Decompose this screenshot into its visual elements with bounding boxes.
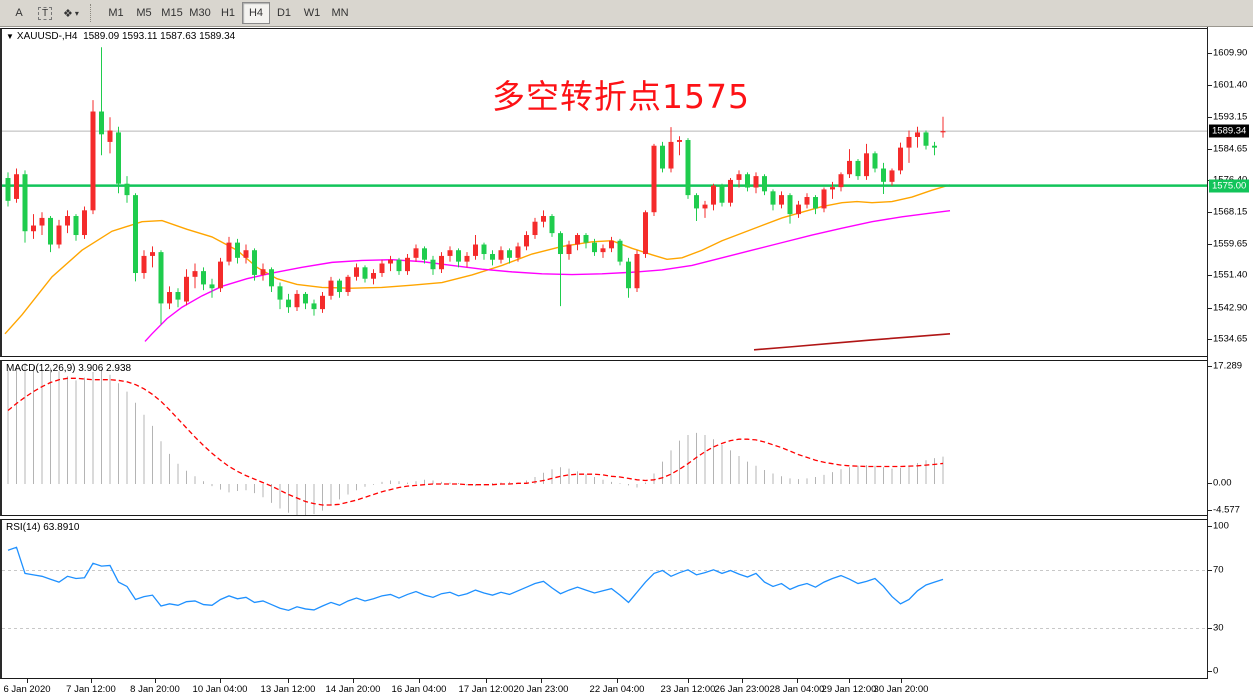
time-axis-label: 7 Jan 12:00: [66, 684, 116, 695]
price-axis-label: 1593.15: [1213, 111, 1248, 123]
price-chart-panel[interactable]: ▼ XAUUSD-,H4 1589.09 1593.11 1587.63 1589…: [0, 28, 1207, 357]
time-axis-label: 26 Jan 23:00: [714, 684, 770, 695]
time-axis[interactable]: 6 Jan 2020 7 Jan 12:00 8 Jan 20:00 10 Jan 0…: [0, 679, 1253, 700]
axis-tick: [1208, 211, 1212, 213]
price-axis-label: 1609.90: [1213, 47, 1248, 59]
time-tick: [486, 679, 487, 683]
timeframe-button-group: M1 M5 M15 M30 H1 H4 D1 W1 MN: [102, 2, 354, 24]
rsi-axis-label: 70: [1213, 564, 1224, 575]
time-tick: [27, 679, 28, 683]
price-axis-label: 1568.15: [1213, 206, 1248, 218]
annotate-a-button[interactable]: A: [15, 7, 23, 19]
time-tick: [353, 679, 354, 683]
time-axis-label: 30 Jan 20:00: [873, 684, 929, 695]
timeframe-button-mn[interactable]: MN: [331, 7, 349, 19]
timeframe-button-h1[interactable]: H1: [220, 7, 236, 19]
timeframe-button-m15[interactable]: M15: [161, 7, 183, 19]
time-tick: [91, 679, 92, 683]
arrows-dropdown-button[interactable]: ❖ ▾: [59, 2, 83, 24]
ohlc-values: 1589.09 1593.11 1587.63 1589.34: [83, 31, 236, 42]
price-axis[interactable]: 1609.901601.401593.151584.651576.401568.…: [1207, 27, 1253, 679]
time-tick: [797, 679, 798, 683]
time-axis-label: 16 Jan 04:00: [391, 684, 447, 695]
text-tool-button[interactable]: T: [33, 2, 57, 24]
timeframe-button-h4[interactable]: H4: [242, 2, 270, 24]
axis-tick: [1208, 338, 1212, 340]
rsi-panel[interactable]: RSI(14) 63.8910: [0, 519, 1207, 679]
macd-label: MACD(12,26,9) 3.906 2.938: [6, 363, 132, 374]
axis-tick: [1208, 671, 1212, 672]
time-tick: [617, 679, 618, 683]
time-axis-label: 22 Jan 04:00: [589, 684, 645, 695]
time-axis-label: 17 Jan 12:00: [458, 684, 514, 695]
axis-tick: [1208, 366, 1212, 367]
rsi-chart[interactable]: [2, 520, 1207, 678]
rsi-axis-label: 100: [1213, 520, 1229, 532]
chevron-down-icon: ▾: [74, 8, 79, 18]
price-axis-label: 1584.65: [1213, 143, 1248, 155]
price-axis-label: 1559.65: [1213, 238, 1248, 250]
time-axis-label: 29 Jan 12:00: [821, 684, 877, 695]
chart-title-caret-icon[interactable]: ▼: [6, 32, 14, 41]
axis-tick: [1208, 275, 1212, 277]
axis-tick: [1208, 53, 1212, 54]
time-axis-label: 20 Jan 23:00: [513, 684, 569, 695]
macd-chart[interactable]: [2, 361, 1207, 515]
level-price-badge: 1575.00: [1209, 179, 1250, 193]
axis-tick: [1208, 243, 1212, 245]
time-tick: [155, 679, 156, 683]
macd-axis-label: 17.289: [1213, 360, 1243, 372]
toolbar: A T ❖ ▾ M1 M5 M15 M30 H1 H4 D1 W1 MN: [0, 0, 1253, 27]
rsi-label: RSI(14) 63.8910: [6, 522, 80, 533]
axis-tick: [1208, 483, 1212, 484]
rsi-axis-label: 0: [1213, 665, 1219, 677]
arrows-icon: ❖: [63, 7, 73, 20]
timeframe-button-w1[interactable]: W1: [303, 7, 321, 19]
macd-axis-label: -4.577: [1213, 504, 1240, 516]
price-axis-label: 1542.90: [1213, 302, 1248, 314]
time-axis-label: 14 Jan 20:00: [325, 684, 381, 695]
time-tick: [901, 679, 902, 683]
time-axis-label: 13 Jan 12:00: [260, 684, 316, 695]
time-tick: [688, 679, 689, 683]
axis-tick: [1208, 569, 1212, 571]
price-axis-label: 1551.40: [1213, 269, 1248, 281]
timeframe-button-m5[interactable]: M5: [136, 7, 152, 19]
timeframe-button-d1[interactable]: D1: [276, 7, 292, 19]
timeframe-button-m30[interactable]: M30: [189, 7, 211, 19]
timeframe-button-m1[interactable]: M1: [108, 7, 124, 19]
time-axis-label: 10 Jan 04:00: [192, 684, 248, 695]
time-tick: [288, 679, 289, 683]
time-tick: [541, 679, 542, 683]
axis-tick: [1208, 148, 1212, 150]
time-axis-label: 28 Jan 04:00: [769, 684, 825, 695]
chart-title: ▼ XAUUSD-,H4 1589.09 1593.11 1587.63 1589…: [6, 31, 235, 42]
axis-tick: [1208, 627, 1212, 629]
chart-annotation-text[interactable]: 多空转折点1575: [492, 77, 750, 116]
axis-tick: [1208, 116, 1212, 118]
price-axis-label: 1601.40: [1213, 79, 1248, 91]
current-price-badge: 1589.34: [1209, 124, 1250, 138]
macd-axis-label: 0.00: [1213, 477, 1232, 489]
rsi-axis-label: 30: [1213, 622, 1224, 633]
macd-panel[interactable]: MACD(12,26,9) 3.906 2.938: [0, 360, 1207, 516]
time-tick: [849, 679, 850, 683]
time-axis-label: 8 Jan 20:00: [130, 684, 180, 695]
time-tick: [742, 679, 743, 683]
axis-tick: [1208, 85, 1212, 87]
axis-tick: [1208, 526, 1212, 527]
time-tick: [419, 679, 420, 683]
candlestick-chart[interactable]: [2, 29, 1207, 356]
time-axis-label: 23 Jan 12:00: [660, 684, 716, 695]
symbol-period-label: XAUUSD-,H4: [16, 31, 78, 42]
toolbar-separator: [90, 4, 98, 22]
axis-tick: [1208, 307, 1212, 309]
time-tick: [220, 679, 221, 683]
price-axis-label: 1534.65: [1213, 333, 1248, 345]
axis-tick: [1208, 510, 1212, 511]
time-axis-label: 6 Jan 2020: [3, 684, 51, 695]
